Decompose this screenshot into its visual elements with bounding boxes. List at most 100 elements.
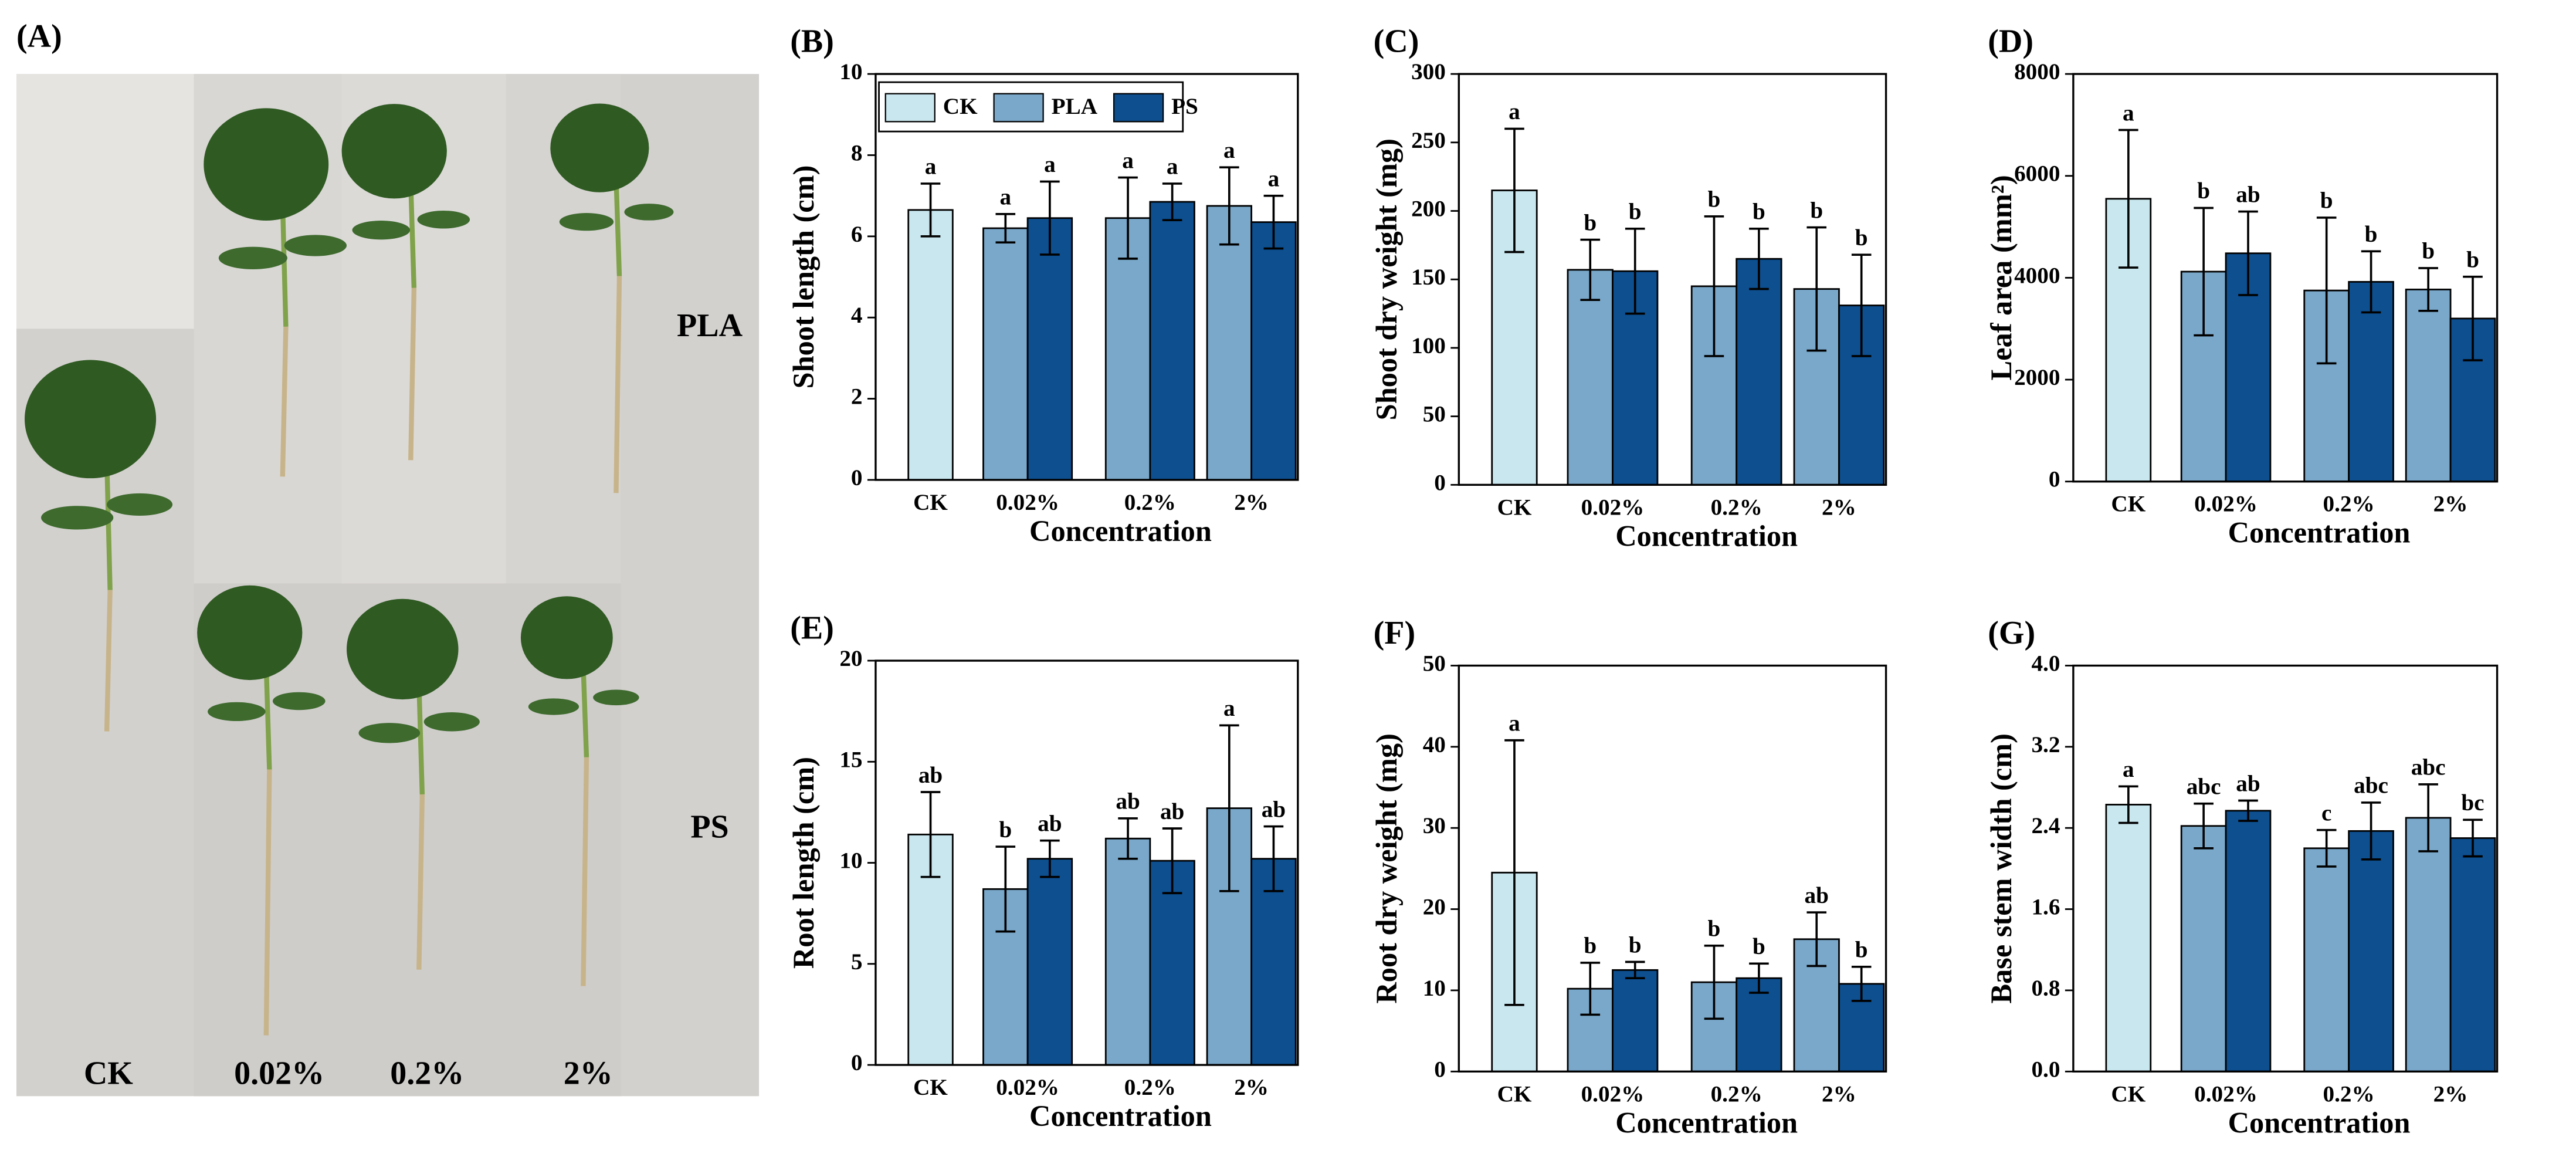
y-tick-label: 1.6 [2031, 895, 2060, 920]
x-tick-label: 0.02% [2194, 492, 2258, 517]
x-tick-label: CK [1497, 1081, 1532, 1107]
significance-letter: ab [1160, 799, 1184, 824]
x-tick-label: 0.02% [996, 490, 1059, 515]
x-axis-label: Concentration [1029, 515, 1212, 547]
error-bar [2194, 207, 2214, 337]
y-tick-label: 6000 [2014, 161, 2060, 187]
x-tick-label: CK [2111, 1081, 2145, 1107]
error-bar [1118, 176, 1138, 260]
y-axis-label: Shoot length (cm) [787, 165, 820, 389]
root [263, 769, 272, 1036]
stem [280, 201, 289, 327]
error-bar [2361, 250, 2381, 314]
error-bar [1749, 228, 1769, 290]
x-tick-label: 0.02% [996, 1075, 1059, 1100]
bar [907, 209, 954, 481]
plot-frame [1458, 73, 1887, 486]
leaf [358, 723, 421, 743]
error-bar [2463, 818, 2483, 858]
x-axis-label: Concentration [2228, 516, 2411, 549]
stem [416, 682, 425, 795]
y-tick-label: 30 [1423, 813, 1446, 838]
significance-letter: bc [2461, 790, 2484, 816]
y-tick-label: 5 [851, 949, 863, 975]
y-tick-label: 10 [839, 59, 862, 84]
legend-swatch [993, 93, 1044, 123]
significance-letter: a [1044, 152, 1056, 177]
leaf [417, 211, 470, 229]
leaf [284, 235, 347, 256]
error-bar [2119, 128, 2138, 269]
bar [1149, 201, 1195, 481]
x-tick-label: 2% [1822, 495, 1856, 520]
leaf [272, 692, 326, 711]
y-tick-label: 4.0 [2031, 651, 2060, 676]
leaf [423, 712, 480, 732]
y-tick-label: 0.0 [2031, 1057, 2060, 1082]
leaf [197, 585, 303, 681]
significance-letter: b [2320, 188, 2333, 214]
bar [2449, 837, 2496, 1073]
y-tick-label: 100 [1411, 333, 1446, 358]
photo-row-label: PLA [677, 307, 743, 344]
significance-letter: b [1629, 199, 1642, 225]
y-tick-label: 0 [1434, 1057, 1446, 1082]
x-tick-label: 0.2% [1124, 1075, 1176, 1100]
panel-label: (A) [16, 18, 62, 55]
error-bar [1118, 817, 1138, 860]
panel-label: (C) [1374, 23, 1419, 60]
bar [2225, 810, 2272, 1073]
photo-column-label: CK [84, 1055, 133, 1092]
y-tick-label: 3.2 [2031, 732, 2060, 757]
y-tick-label: 10 [1423, 976, 1446, 1001]
bar [2405, 817, 2452, 1073]
error-bar [1263, 194, 1284, 250]
significance-letter: ab [1262, 797, 1286, 822]
significance-letter: b [999, 817, 1012, 843]
leaf [347, 598, 459, 700]
x-tick-label: 2% [1822, 1081, 1856, 1107]
significance-letter: ab [1116, 789, 1140, 814]
y-tick-label: 50 [1423, 651, 1446, 676]
photo-column-label: 0.02% [234, 1055, 324, 1092]
leaf [208, 702, 266, 722]
y-tick-label: 0 [2049, 467, 2060, 492]
significance-letter: a [1223, 696, 1235, 721]
legend-label: PLA [1052, 94, 1098, 119]
significance-letter: ab [918, 763, 943, 788]
stem [263, 664, 272, 770]
bar [1736, 258, 1782, 486]
significance-letter: abc [2187, 774, 2221, 799]
error-bar [1504, 739, 1524, 1006]
y-tick-label: 20 [1423, 895, 1446, 920]
error-bar [1263, 825, 1284, 892]
significance-letter: b [2365, 222, 2378, 247]
root [104, 590, 113, 732]
bar [2348, 830, 2394, 1073]
significance-letter: a [2123, 100, 2134, 126]
root [416, 794, 425, 970]
x-axis-label: Concentration [1029, 1100, 1212, 1132]
legend-label: CK [943, 94, 978, 119]
bar [1250, 858, 1297, 1066]
panel-label: (G) [1988, 615, 2035, 651]
panel-label: (D) [1988, 23, 2033, 60]
stem [408, 182, 417, 288]
error-bar [2194, 802, 2214, 850]
plot-frame [2072, 73, 2499, 483]
error-bar [2238, 210, 2258, 296]
leaf [550, 103, 649, 192]
leaf [352, 221, 411, 240]
y-tick-label: 2.4 [2031, 813, 2060, 838]
error-bar [2418, 783, 2438, 852]
bar [2303, 847, 2350, 1073]
plot-frame [2072, 664, 2499, 1073]
error-bar [995, 212, 1016, 244]
bar [2348, 280, 2394, 483]
error-bar [2418, 267, 2438, 312]
y-tick-label: 0 [1434, 470, 1446, 495]
leaf [559, 213, 614, 231]
panel-label: (B) [790, 23, 834, 60]
root [614, 276, 622, 493]
root [581, 757, 589, 986]
